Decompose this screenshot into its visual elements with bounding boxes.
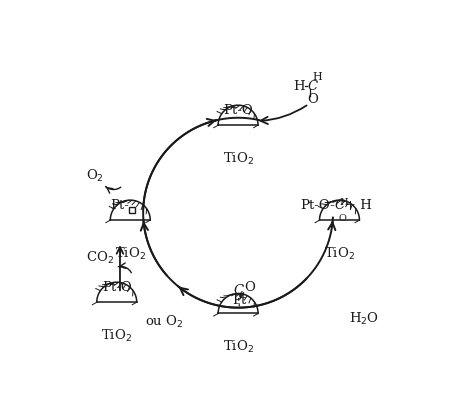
Text: H$_2$O: H$_2$O xyxy=(348,311,379,327)
Text: C: C xyxy=(233,284,243,297)
Text: ou O$_2$: ou O$_2$ xyxy=(145,314,183,330)
Text: O$_2$: O$_2$ xyxy=(86,168,104,184)
Text: O: O xyxy=(338,214,346,223)
Text: O: O xyxy=(308,93,319,106)
Text: CO$_2$: CO$_2$ xyxy=(86,250,114,266)
Text: TiO$_2$: TiO$_2$ xyxy=(101,328,132,344)
Text: C: C xyxy=(335,199,345,212)
Text: C: C xyxy=(308,80,318,93)
Text: H: H xyxy=(339,198,348,206)
Text: TiO$_2$: TiO$_2$ xyxy=(223,339,254,355)
Text: H: H xyxy=(313,72,322,82)
Text: Pt-O-: Pt-O- xyxy=(300,199,335,212)
Text: Pt-O: Pt-O xyxy=(223,104,253,117)
Bar xyxy=(129,206,135,213)
Text: + H: + H xyxy=(345,199,372,212)
Text: TiO$_2$: TiO$_2$ xyxy=(324,246,355,262)
Text: TiO$_2$: TiO$_2$ xyxy=(115,246,146,262)
Text: Pt: Pt xyxy=(232,294,246,307)
Text: O: O xyxy=(244,281,255,294)
Text: Pt-: Pt- xyxy=(110,199,128,212)
Text: H: H xyxy=(293,80,305,93)
Text: TiO$_2$: TiO$_2$ xyxy=(223,151,254,167)
Text: Pt-O: Pt-O xyxy=(102,281,132,294)
